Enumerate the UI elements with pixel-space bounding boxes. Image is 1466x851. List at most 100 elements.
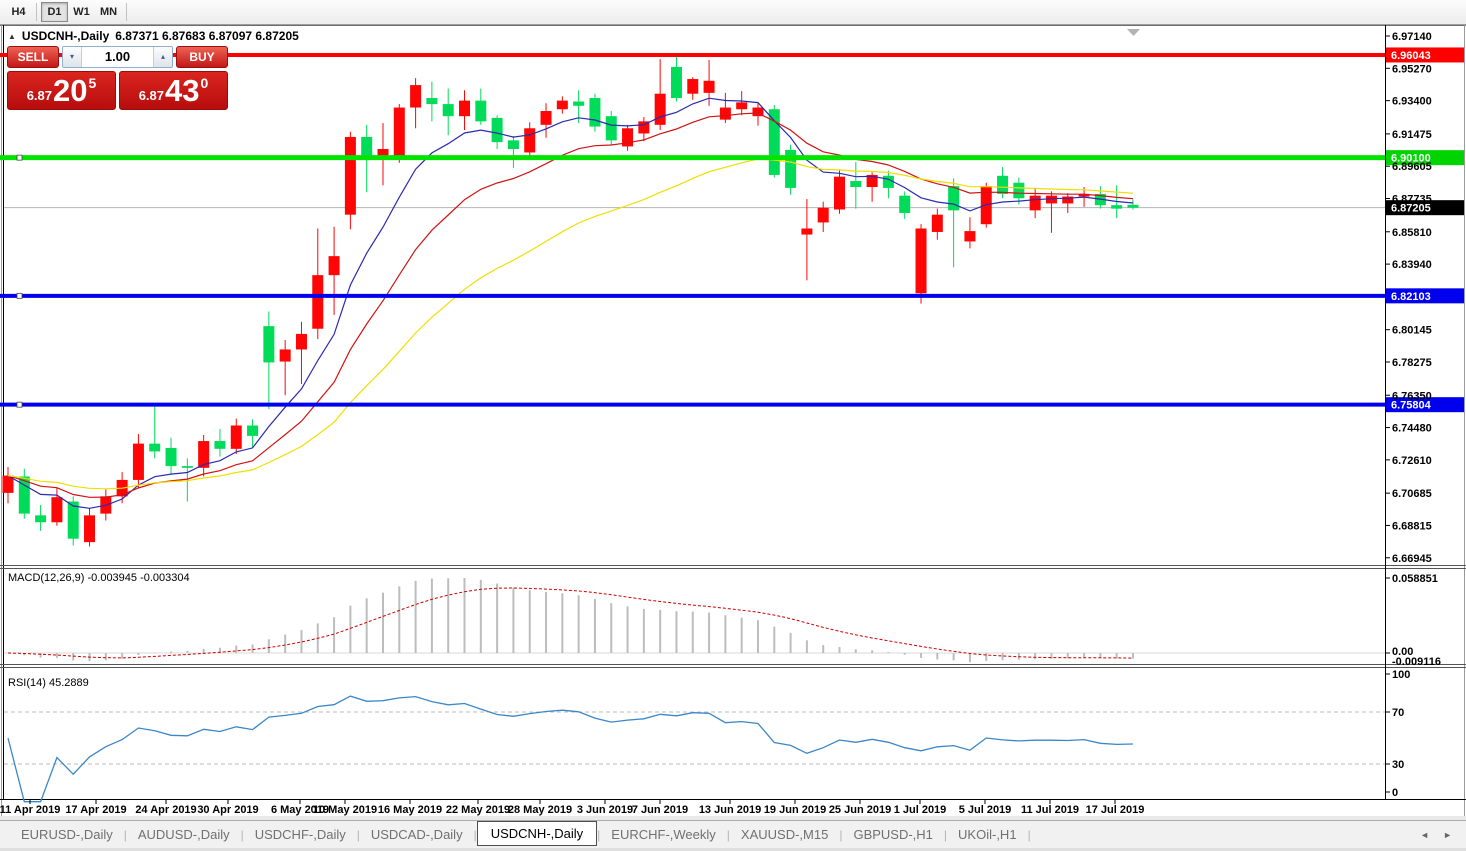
chart-tab-ukoil-h1[interactable]: UKOil-,H1: [958, 827, 1017, 842]
sell-button[interactable]: SELL: [7, 46, 59, 68]
panel-collapse-icon[interactable]: ▲: [8, 31, 16, 41]
svg-text:6.95270: 6.95270: [1392, 63, 1432, 75]
buy-price-big: 43: [165, 73, 200, 108]
chart-tab-usdcad-daily[interactable]: USDCAD-,Daily: [370, 827, 463, 842]
status-strip: [0, 848, 1466, 851]
volume-value[interactable]: 1.00: [104, 49, 131, 64]
svg-text:17 Jul 2019: 17 Jul 2019: [1086, 804, 1145, 816]
svg-text:6.70685: 6.70685: [1392, 488, 1432, 500]
chart-title-ohlc: 6.87371 6.87683 6.87097 6.87205: [115, 29, 299, 43]
chart-tab-usdcnh-daily[interactable]: USDCNH-,Daily: [476, 821, 598, 846]
toolbar-separator: [126, 3, 128, 21]
tab-separator: |: [356, 827, 360, 842]
volume-spinner: ▾ 1.00 ▴: [62, 46, 173, 68]
sell-price-sup: 5: [88, 75, 97, 91]
chart-tab-bar: EURUSD-,Daily | AUDUSD-,Daily | USDCHF-,Dail…: [0, 820, 1466, 848]
rsi-indicator-label: RSI(14) 45.2889: [8, 677, 89, 689]
svg-text:30: 30: [1392, 759, 1404, 771]
buy-price-sup: 0: [200, 75, 209, 91]
macd-indicator-label: MACD(12,26,9) -0.003945 -0.003304: [8, 572, 190, 584]
svg-text:0.058851: 0.058851: [1392, 573, 1438, 585]
scroll-to-end-icon[interactable]: [1127, 29, 1140, 36]
svg-text:25 Jun 2019: 25 Jun 2019: [829, 804, 891, 816]
chart-tab-xauusd-m15[interactable]: XAUUSD-,M15: [740, 827, 829, 842]
svg-text:6.72610: 6.72610: [1392, 455, 1432, 467]
chart-tab-gbpusd-h1[interactable]: GBPUSD-,H1: [853, 827, 933, 842]
tab-separator: |: [597, 827, 601, 842]
svg-text:6.97140: 6.97140: [1392, 31, 1432, 43]
buy-button[interactable]: BUY: [176, 46, 228, 68]
svg-text:5 Jul 2019: 5 Jul 2019: [959, 804, 1012, 816]
tab-separator: |: [726, 827, 730, 842]
svg-text:6.76350: 6.76350: [1392, 390, 1432, 402]
svg-text:6.75804: 6.75804: [1391, 400, 1432, 412]
price-pane[interactable]: [0, 29, 1385, 547]
svg-text:3 Jun 2019: 3 Jun 2019: [577, 804, 633, 816]
sell-price-base: 6.87: [26, 88, 53, 103]
tab-scroll-left-icon[interactable]: ◄: [1420, 829, 1430, 840]
price-axis[interactable]: [1385, 35, 1464, 559]
buy-price-box[interactable]: 6.87 43 0: [119, 71, 228, 110]
svg-text:0.00: 0.00: [1392, 646, 1413, 658]
svg-text:13 Jun 2019: 13 Jun 2019: [699, 804, 761, 816]
tab-separator: |: [123, 827, 127, 842]
chart-tab-eurchf-weekly[interactable]: EURCHF-,Weekly: [611, 827, 716, 842]
tab-separator: |: [1027, 827, 1031, 842]
svg-text:70: 70: [1392, 707, 1404, 719]
tab-scroll-right-icon[interactable]: ►: [1443, 829, 1452, 840]
svg-text:6.90100: 6.90100: [1391, 153, 1431, 165]
svg-text:6.87735: 6.87735: [1392, 194, 1432, 206]
one-click-trading-panel: SELL ▾ 1.00 ▴ BUY 6.87 20 5 6.87 43 0: [7, 46, 228, 110]
svg-text:7 Jun 2019: 7 Jun 2019: [632, 804, 688, 816]
svg-text:24 Apr 2019: 24 Apr 2019: [135, 804, 196, 816]
svg-text:16 May 2019: 16 May 2019: [378, 804, 442, 816]
svg-text:6.80145: 6.80145: [1392, 325, 1432, 337]
svg-text:11 Jul 2019: 11 Jul 2019: [1021, 804, 1079, 816]
macd-pane[interactable]: [4, 577, 1390, 663]
sell-price-big: 20: [53, 73, 88, 108]
chart-canvas[interactable]: 6.971406.952706.934006.914756.896056.877…: [0, 25, 1466, 816]
timeframe-toolbar: H4 D1 W1 MN: [0, 0, 1466, 25]
svg-text:6.89605: 6.89605: [1392, 161, 1432, 173]
rsi-value: 45.2889: [48, 677, 89, 689]
macd-name: MACD(12,26,9): [8, 572, 85, 584]
sell-price-box[interactable]: 6.87 20 5: [7, 71, 116, 110]
svg-text:1 Jul 2019: 1 Jul 2019: [894, 804, 947, 816]
svg-text:22 May 2019: 22 May 2019: [446, 804, 510, 816]
buy-price-base: 6.87: [138, 88, 165, 103]
chart-title: ▲ USDCNH-,Daily 6.87371 6.87683 6.87097 …: [8, 29, 299, 43]
svg-text:6.96043: 6.96043: [1391, 50, 1431, 62]
timeframe-button-h4[interactable]: H4: [5, 2, 32, 22]
svg-text:6.82103: 6.82103: [1391, 291, 1431, 303]
timeframe-button-w1[interactable]: W1: [68, 2, 95, 22]
timeframe-button-mn[interactable]: MN: [95, 2, 122, 22]
svg-text:0: 0: [1392, 787, 1398, 799]
svg-text:6.66945: 6.66945: [1392, 553, 1432, 565]
svg-text:6.87205: 6.87205: [1391, 203, 1431, 215]
chart-title-symbol: USDCNH-,Daily: [21, 29, 110, 43]
svg-text:6 May 2019: 6 May 2019: [271, 804, 329, 816]
chart-tab-audusd-daily[interactable]: AUDUSD-,Daily: [137, 827, 230, 842]
svg-text:6.74480: 6.74480: [1392, 423, 1432, 435]
rsi-pane[interactable]: [4, 673, 1390, 803]
volume-increase-icon[interactable]: ▴: [153, 47, 172, 67]
svg-text:30 Apr 2019: 30 Apr 2019: [197, 804, 258, 816]
tab-separator: |: [240, 827, 244, 842]
candlesticks: [2, 55, 1139, 547]
svg-text:6.91475: 6.91475: [1392, 129, 1432, 141]
chart-tab-eurusd-daily[interactable]: EURUSD-,Daily: [21, 827, 113, 842]
tab-separator: |: [473, 827, 477, 842]
svg-text:6.83940: 6.83940: [1392, 259, 1432, 271]
timeframe-button-d1[interactable]: D1: [41, 2, 68, 22]
svg-text:11 Apr 2019: 11 Apr 2019: [0, 804, 60, 816]
svg-text:-0.009116: -0.009116: [1392, 656, 1441, 668]
macd-values: -0.003945 -0.003304: [87, 572, 190, 584]
toolbar-separator: [36, 3, 37, 21]
tab-separator: |: [839, 827, 843, 842]
volume-decrease-icon[interactable]: ▾: [63, 47, 82, 67]
chart-tab-usdchf-daily[interactable]: USDCHF-,Daily: [254, 827, 346, 842]
time-axis[interactable]: [29, 799, 1116, 804]
svg-text:28 May 2019: 28 May 2019: [508, 804, 572, 816]
svg-text:100: 100: [1392, 669, 1410, 681]
chart-window: 6.97140 6.95270 6.93400 6.91475 6.89605 6.877…: [0, 25, 1466, 816]
